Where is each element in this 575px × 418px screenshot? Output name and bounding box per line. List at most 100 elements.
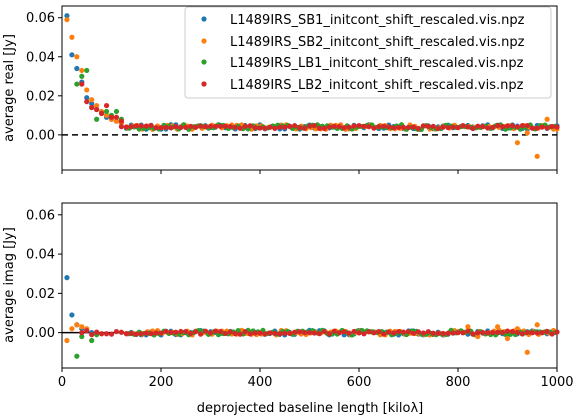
- data-point-4: [272, 330, 278, 336]
- data-point-4: [306, 123, 313, 129]
- data-point-4: [202, 328, 209, 334]
- data-point-4: [257, 125, 263, 131]
- data-point-4: [519, 331, 525, 337]
- data-point-4: [504, 123, 511, 129]
- data-point-4: [247, 123, 253, 129]
- data-point-4: [316, 125, 322, 131]
- y-tick-label: 0.04: [26, 248, 55, 263]
- data-point-4: [396, 124, 402, 131]
- data-point-4: [430, 330, 436, 336]
- data-point-4: [118, 118, 124, 124]
- data-point-4: [539, 124, 545, 130]
- bottom-scatter-points: [64, 275, 560, 359]
- top-panel: 0.00 0.02 0.04 0.06 average real [Jy] L1489…: [2, 5, 560, 174]
- data-point-4: [381, 331, 387, 337]
- data-point-4: [509, 123, 516, 129]
- data-point-4: [267, 124, 273, 130]
- data-point-4: [361, 123, 367, 129]
- data-point-4: [143, 123, 149, 129]
- data-point-4: [400, 124, 407, 130]
- data-point-2: [534, 322, 540, 328]
- data-point-4: [470, 125, 476, 132]
- data-point-4: [148, 331, 154, 337]
- data-point-4: [460, 123, 466, 129]
- data-point-4: [465, 124, 471, 130]
- data-point-4: [341, 329, 347, 335]
- legend: L1489IRS_SB1_initcont_shift_rescaled.vis…: [184, 6, 552, 99]
- data-point-4: [222, 123, 228, 129]
- legend-marker-sb2: [201, 38, 207, 44]
- y-tick-label: 0.06: [26, 11, 55, 26]
- data-point-4: [311, 330, 318, 336]
- x-tick-label: 200: [149, 375, 174, 390]
- data-point-4: [336, 330, 342, 336]
- data-point-2: [69, 34, 75, 40]
- data-point-2: [103, 112, 110, 118]
- data-point-4: [301, 329, 308, 336]
- data-point-4: [237, 125, 243, 131]
- data-point-4: [89, 332, 95, 338]
- data-point-2: [514, 140, 521, 146]
- data-point-4: [292, 329, 298, 335]
- data-point-2: [544, 116, 550, 122]
- data-point-4: [445, 330, 451, 336]
- x-tick-label: 600: [347, 375, 372, 390]
- data-point-4: [495, 329, 501, 335]
- data-point-4: [475, 123, 481, 129]
- data-point-4: [534, 330, 540, 336]
- data-point-4: [371, 330, 377, 336]
- data-point-4: [480, 124, 486, 130]
- data-point-4: [420, 330, 426, 336]
- bottom-panel: 0.00 0.02 0.04 0.06 0 200 400 600 800 1000 avera…: [2, 202, 574, 416]
- data-point-4: [480, 329, 486, 336]
- data-point-4: [84, 328, 90, 334]
- data-point-4: [400, 329, 407, 335]
- data-point-4: [183, 124, 189, 130]
- data-point-1: [89, 101, 95, 107]
- data-point-4: [524, 122, 530, 129]
- legend-label-lb1: L1489IRS_LB1_initcont_shift_rescaled.vis…: [230, 56, 524, 71]
- data-point-2: [79, 324, 85, 330]
- data-point-4: [79, 330, 85, 336]
- data-point-1: [64, 13, 70, 19]
- data-point-4: [123, 124, 129, 130]
- data-point-4: [331, 123, 337, 129]
- data-point-4: [173, 329, 179, 335]
- data-point-4: [257, 330, 263, 336]
- data-point-4: [321, 125, 327, 132]
- data-point-4: [282, 330, 288, 336]
- data-point-2: [89, 97, 95, 103]
- data-point-4: [485, 125, 491, 131]
- data-point-4: [153, 125, 159, 131]
- data-point-3: [74, 81, 80, 87]
- data-point-4: [311, 123, 318, 129]
- top-scatter-points: [64, 13, 560, 159]
- data-point-4: [158, 330, 164, 336]
- data-point-4: [450, 124, 456, 130]
- data-point-4: [361, 331, 367, 337]
- data-point-4: [183, 328, 189, 335]
- data-point-4: [252, 125, 258, 131]
- data-point-4: [188, 123, 194, 130]
- legend-marker-sb1: [201, 16, 207, 22]
- data-point-4: [227, 123, 233, 130]
- data-point-2: [495, 324, 501, 330]
- data-point-4: [321, 329, 327, 335]
- x-tick-label: 1000: [540, 375, 573, 390]
- data-point-3: [84, 67, 90, 74]
- data-point-4: [138, 330, 144, 337]
- data-point-4: [267, 330, 273, 336]
- data-point-4: [514, 329, 521, 336]
- data-point-4: [490, 329, 496, 336]
- data-point-2: [465, 324, 471, 330]
- data-point-4: [420, 123, 426, 129]
- data-point-4: [336, 124, 342, 130]
- data-point-4: [485, 330, 491, 336]
- data-point-4: [549, 331, 555, 337]
- legend-marker-lb1: [201, 59, 207, 65]
- data-point-4: [460, 330, 466, 336]
- data-point-4: [123, 331, 129, 337]
- top-x-ticks: [61, 170, 558, 174]
- bottom-x-ticks: 0 200 400 600 800 1000: [58, 368, 574, 390]
- data-point-4: [247, 331, 253, 337]
